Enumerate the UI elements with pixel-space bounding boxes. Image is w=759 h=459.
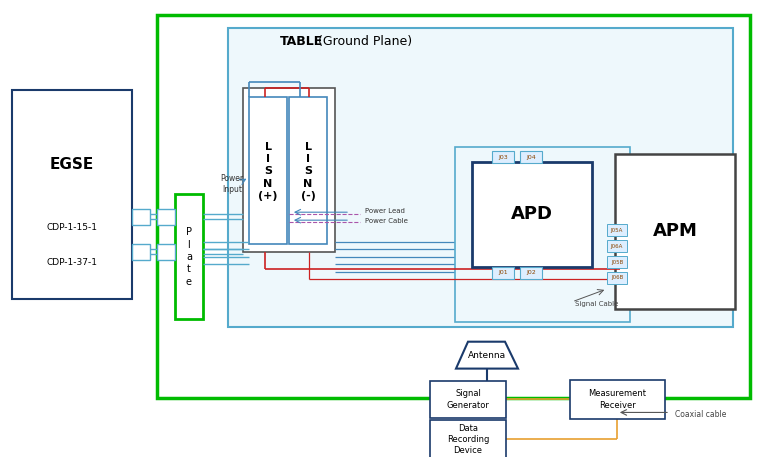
- Text: (Ground Plane): (Ground Plane): [318, 35, 412, 48]
- Bar: [12, 90, 132, 299]
- Text: J06B: J06B: [611, 275, 623, 280]
- Bar: [132, 244, 150, 260]
- Text: TABLE: TABLE: [280, 35, 323, 48]
- Bar: [607, 256, 627, 268]
- Bar: [157, 15, 750, 398]
- Text: CDP-1-15-1: CDP-1-15-1: [46, 223, 97, 232]
- Bar: [492, 267, 514, 279]
- Bar: [228, 28, 733, 327]
- Text: J04: J04: [526, 155, 536, 160]
- Text: L
I
S
N
(+): L I S N (+): [258, 141, 278, 201]
- Bar: [520, 151, 542, 163]
- Text: L
I
S
N
(-): L I S N (-): [301, 141, 316, 201]
- Bar: [430, 381, 506, 419]
- Text: Antenna: Antenna: [468, 351, 506, 360]
- Bar: [157, 244, 175, 260]
- Bar: [615, 154, 735, 309]
- Text: Signal
Generator: Signal Generator: [446, 389, 490, 409]
- Bar: [607, 240, 627, 252]
- Bar: [607, 272, 627, 284]
- Bar: [249, 97, 287, 244]
- Text: Power
Input: Power Input: [220, 174, 244, 194]
- Text: Power Cable: Power Cable: [365, 218, 408, 224]
- Bar: [289, 97, 327, 244]
- Bar: [455, 147, 630, 322]
- Text: EGSE: EGSE: [50, 157, 94, 172]
- Text: Data
Recording
Device: Data Recording Device: [447, 424, 490, 455]
- Text: APM: APM: [653, 222, 698, 240]
- Bar: [430, 420, 506, 458]
- Text: J05B: J05B: [611, 259, 623, 264]
- Bar: [570, 380, 665, 420]
- Text: J03: J03: [498, 155, 508, 160]
- Text: J05A: J05A: [611, 228, 623, 233]
- Bar: [607, 224, 627, 236]
- Text: J06A: J06A: [611, 244, 623, 249]
- Text: APD: APD: [511, 205, 553, 223]
- Bar: [492, 151, 514, 163]
- Text: J02: J02: [526, 270, 536, 275]
- Text: CDP-1-37-1: CDP-1-37-1: [46, 257, 97, 267]
- Text: Power Lead: Power Lead: [365, 208, 405, 214]
- Bar: [157, 209, 175, 225]
- Bar: [520, 267, 542, 279]
- Bar: [243, 88, 335, 252]
- Bar: [175, 194, 203, 319]
- Text: Signal Cable: Signal Cable: [575, 301, 619, 307]
- Bar: [132, 209, 150, 225]
- Text: J01: J01: [498, 270, 508, 275]
- Text: P
l
a
t
e: P l a t e: [186, 227, 192, 287]
- Bar: [472, 162, 592, 267]
- Text: Coaxial cable: Coaxial cable: [675, 410, 726, 419]
- Polygon shape: [456, 341, 518, 369]
- Text: Measurement
Receiver: Measurement Receiver: [588, 389, 646, 409]
